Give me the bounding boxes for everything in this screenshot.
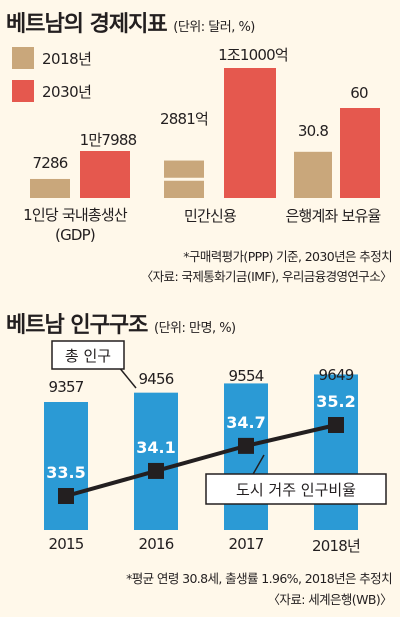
- c2-pop-2015: 9357: [48, 378, 85, 396]
- c2-pop-2017: 9554: [228, 367, 265, 385]
- chart1-unit: (단위: 달러, %): [173, 20, 255, 35]
- c1-note-2: 〈자료: 국제통화기금(IMF), 우리금융경영연구소〉: [140, 269, 393, 284]
- urban-ratio-label-2016: 34.1: [136, 438, 175, 457]
- chart1-title-text: 베트남의 경제지표: [6, 12, 168, 37]
- callout-urban-box: [205, 473, 387, 505]
- bar-bank-2018: [294, 151, 332, 198]
- urban-ratio-line: [65, 423, 337, 498]
- c2-year-2016: 2016: [138, 535, 175, 553]
- c2-year-2018: 2018년: [312, 537, 361, 555]
- c1-label-credit-2018: 2881억: [160, 110, 209, 128]
- urban-ratio-marker-2015: [58, 488, 74, 504]
- c1-label-gdp-2018: 7286: [32, 154, 69, 172]
- urban-ratio-label-2015: 33.5: [46, 463, 85, 482]
- callout-pop-label: 총 인구: [65, 347, 111, 365]
- chart2-unit: (단위: 만명, %): [154, 321, 236, 336]
- c1-label-bank-2018: 30.8: [297, 122, 329, 140]
- urban-ratio-marker-2018년: [328, 417, 344, 433]
- chart2-title-text: 베트남 인구구조: [6, 313, 148, 338]
- c1-cat-gdp: 1인당 국내총생산 (GDP): [0, 205, 150, 245]
- callout-pop-box: [51, 340, 125, 370]
- c2-year-2015: 2015: [48, 535, 85, 553]
- legend-2018-label: 2018년: [42, 50, 92, 68]
- c1-cat-bank: 은행계좌 보유율: [285, 207, 382, 225]
- urban-ratio-label-2017: 34.7: [226, 413, 265, 432]
- urban-ratio-marker-2017: [238, 437, 254, 454]
- urban-ratio-label-2018년: 35.2: [316, 392, 355, 411]
- bar-pop-2015: [44, 402, 88, 530]
- c1-label-bank-2030: 60: [350, 84, 368, 102]
- c2-note-2: 〈자료: 세계은행(WB)〉: [267, 592, 393, 607]
- chart1-title: 베트남의 경제지표 (단위: 달러, %): [6, 6, 255, 38]
- bar-gdp-2018: [30, 178, 70, 198]
- c1-cat-gdp-line1: 1인당 국내총생산: [23, 206, 128, 224]
- bar-pop-2016: [134, 392, 178, 530]
- callout-urban-pointer: [251, 454, 265, 477]
- c2-year-2017: 2017: [228, 535, 265, 553]
- c1-label-credit-2030: 1조1000억: [218, 46, 289, 64]
- bar-gdp-2030: [80, 151, 130, 198]
- legend-2030-swatch: [12, 80, 34, 102]
- urban-ratio-marker-2016: [148, 462, 164, 479]
- bar-pop-2017: [224, 383, 268, 530]
- bar-bank-2030: [340, 108, 380, 198]
- c1-cat-credit: 민간신용: [183, 207, 237, 225]
- bar-credit-2030: [224, 68, 276, 198]
- c1-label-gdp-2030: 1만7988: [79, 131, 138, 149]
- legend-2030-label: 2030년: [42, 83, 92, 101]
- legend-2018-swatch: [12, 47, 34, 69]
- c2-pop-2016: 9456: [138, 370, 175, 388]
- c1-note-1: *구매력평가(PPP) 기준, 2030년은 추정치: [183, 249, 392, 264]
- callout-urban-label: 도시 거주 인구비율: [236, 481, 356, 499]
- c2-note-1: *평균 연령 30.8세, 출생률 1.96%, 2018년은 추정치: [126, 571, 393, 586]
- chart2-title: 베트남 인구구조 (단위: 만명, %): [6, 307, 236, 339]
- c2-pop-2018: 9649: [318, 366, 355, 384]
- c1-cat-gdp-line2: (GDP): [55, 226, 96, 244]
